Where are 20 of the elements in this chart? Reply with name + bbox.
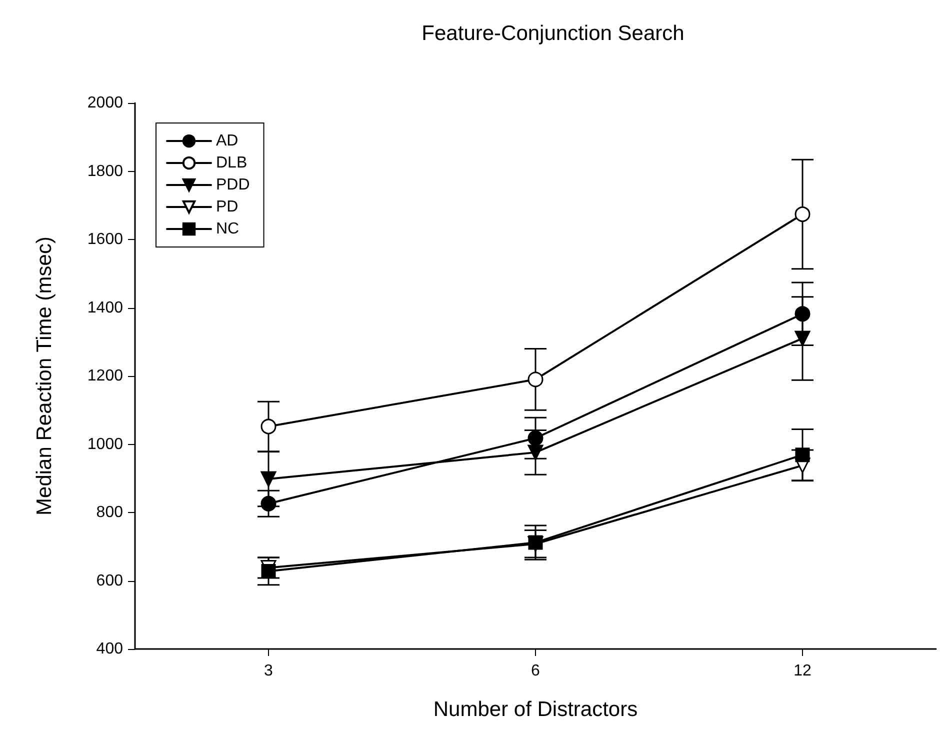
y-tick-label: 400 xyxy=(96,640,124,658)
x-tick-label: 3 xyxy=(264,662,274,680)
y-axis-title: Median Reaction Time (msec) xyxy=(33,236,56,516)
legend-label: PD xyxy=(216,198,238,216)
y-tick-label: 1000 xyxy=(87,436,124,453)
legend-label: AD xyxy=(216,132,238,150)
y-tick-label: 2000 xyxy=(87,94,124,112)
x-axis-title: Number of Distractors xyxy=(433,698,638,721)
x-tick-label: 12 xyxy=(794,662,812,680)
legend-label: NC xyxy=(216,220,240,238)
y-tick-label: 1400 xyxy=(87,299,124,316)
y-tick-label: 600 xyxy=(96,572,124,590)
y-tick-label: 800 xyxy=(96,504,124,521)
y-tick-label: 1200 xyxy=(87,368,124,384)
y-tick-label: 1800 xyxy=(87,162,124,180)
x-tick-label: 6 xyxy=(531,662,540,680)
y-tick-label: 1600 xyxy=(87,231,124,248)
legend-label: PDD xyxy=(216,176,250,194)
chart-title: Feature-Conjunction Search xyxy=(422,22,684,45)
legend-label: DLB xyxy=(216,154,248,172)
